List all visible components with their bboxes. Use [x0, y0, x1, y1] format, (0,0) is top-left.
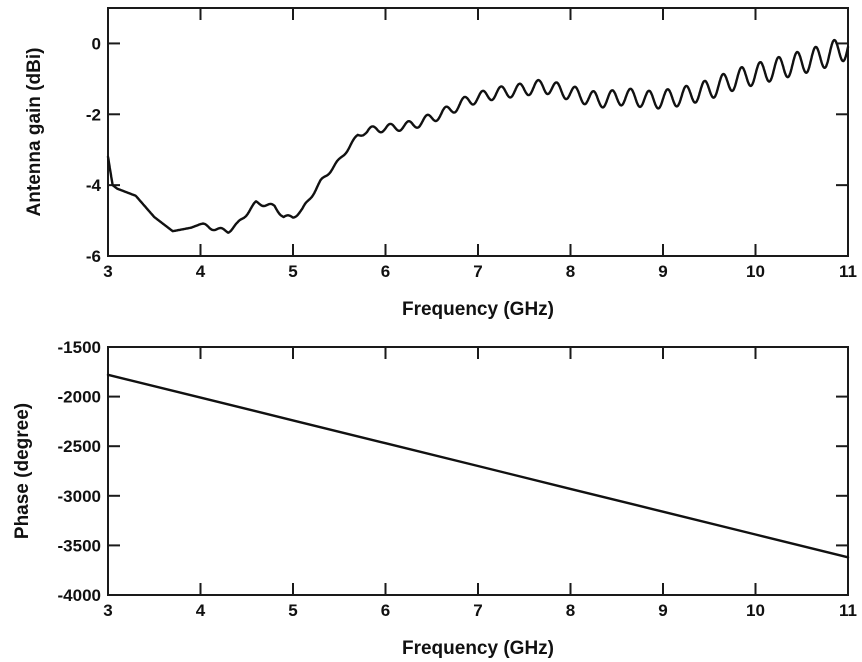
- phase-x-tick-label: 5: [288, 601, 297, 620]
- phase-chart: 3 4 5 6 7 8 9 10 11 -1500 -2000 -2500 -3000 -3500 -400…: [12, 338, 857, 659]
- phase-x-tick-label: 8: [566, 601, 575, 620]
- gain-x-tick-label: 3: [103, 262, 112, 281]
- phase-y-tick-label: -2500: [58, 437, 101, 456]
- gain-series-line: [106, 38, 850, 234]
- phase-ticks: 3 4 5 6 7 8 9 10 11 -1500 -2000 -2500 -3000 -3500 -400…: [58, 338, 857, 620]
- phase-series-line: [106, 373, 850, 559]
- phase-x-tick-label: 3: [103, 601, 112, 620]
- phase-x-axis-label: Frequency (GHz): [402, 638, 554, 659]
- gain-y-tick-label: -6: [86, 247, 101, 266]
- gain-y-axis-label: Antenna gain (dBi): [24, 48, 45, 217]
- gain-x-tick-label: 8: [566, 262, 575, 281]
- gain-x-tick-label: 9: [658, 262, 667, 281]
- gain-x-tick-label: 10: [746, 262, 765, 281]
- phase-x-tick-label: 9: [658, 601, 667, 620]
- phase-x-tick-label: 10: [746, 601, 765, 620]
- phase-x-tick-label: 11: [839, 601, 857, 620]
- gain-ticks: 3 4 5 6 7 8 9 10 11 0 -2 -4 -6: [86, 8, 857, 281]
- phase-y-tick-label: -2000: [58, 388, 101, 407]
- phase-x-tick-label: 6: [381, 601, 390, 620]
- phase-y-tick-label: -1500: [58, 338, 101, 357]
- gain-y-tick-label: -4: [86, 176, 102, 195]
- gain-x-tick-label: 11: [839, 262, 857, 281]
- gain-x-tick-label: 6: [381, 262, 390, 281]
- phase-y-tick-label: -3500: [58, 536, 101, 555]
- phase-y-tick-label: -4000: [58, 586, 101, 605]
- gain-x-axis-label: Frequency (GHz): [402, 299, 554, 320]
- gain-x-tick-label: 5: [288, 262, 297, 281]
- gain-chart: 3 4 5 6 7 8 9 10 11 0 -2 -4 -6 Frequency (GHz) Anten…: [24, 7, 857, 320]
- phase-plot-area: [107, 346, 849, 596]
- phase-y-axis-label: Phase (degree): [12, 403, 33, 539]
- gain-y-tick-label: 0: [92, 34, 101, 53]
- phase-x-tick-label: 7: [473, 601, 482, 620]
- gain-x-tick-label: 4: [196, 262, 206, 281]
- phase-x-tick-label: 4: [196, 601, 206, 620]
- gain-plot-area: [107, 7, 849, 257]
- gain-x-tick-label: 7: [473, 262, 482, 281]
- gain-y-tick-label: -2: [86, 105, 101, 124]
- phase-y-tick-label: -3000: [58, 487, 101, 506]
